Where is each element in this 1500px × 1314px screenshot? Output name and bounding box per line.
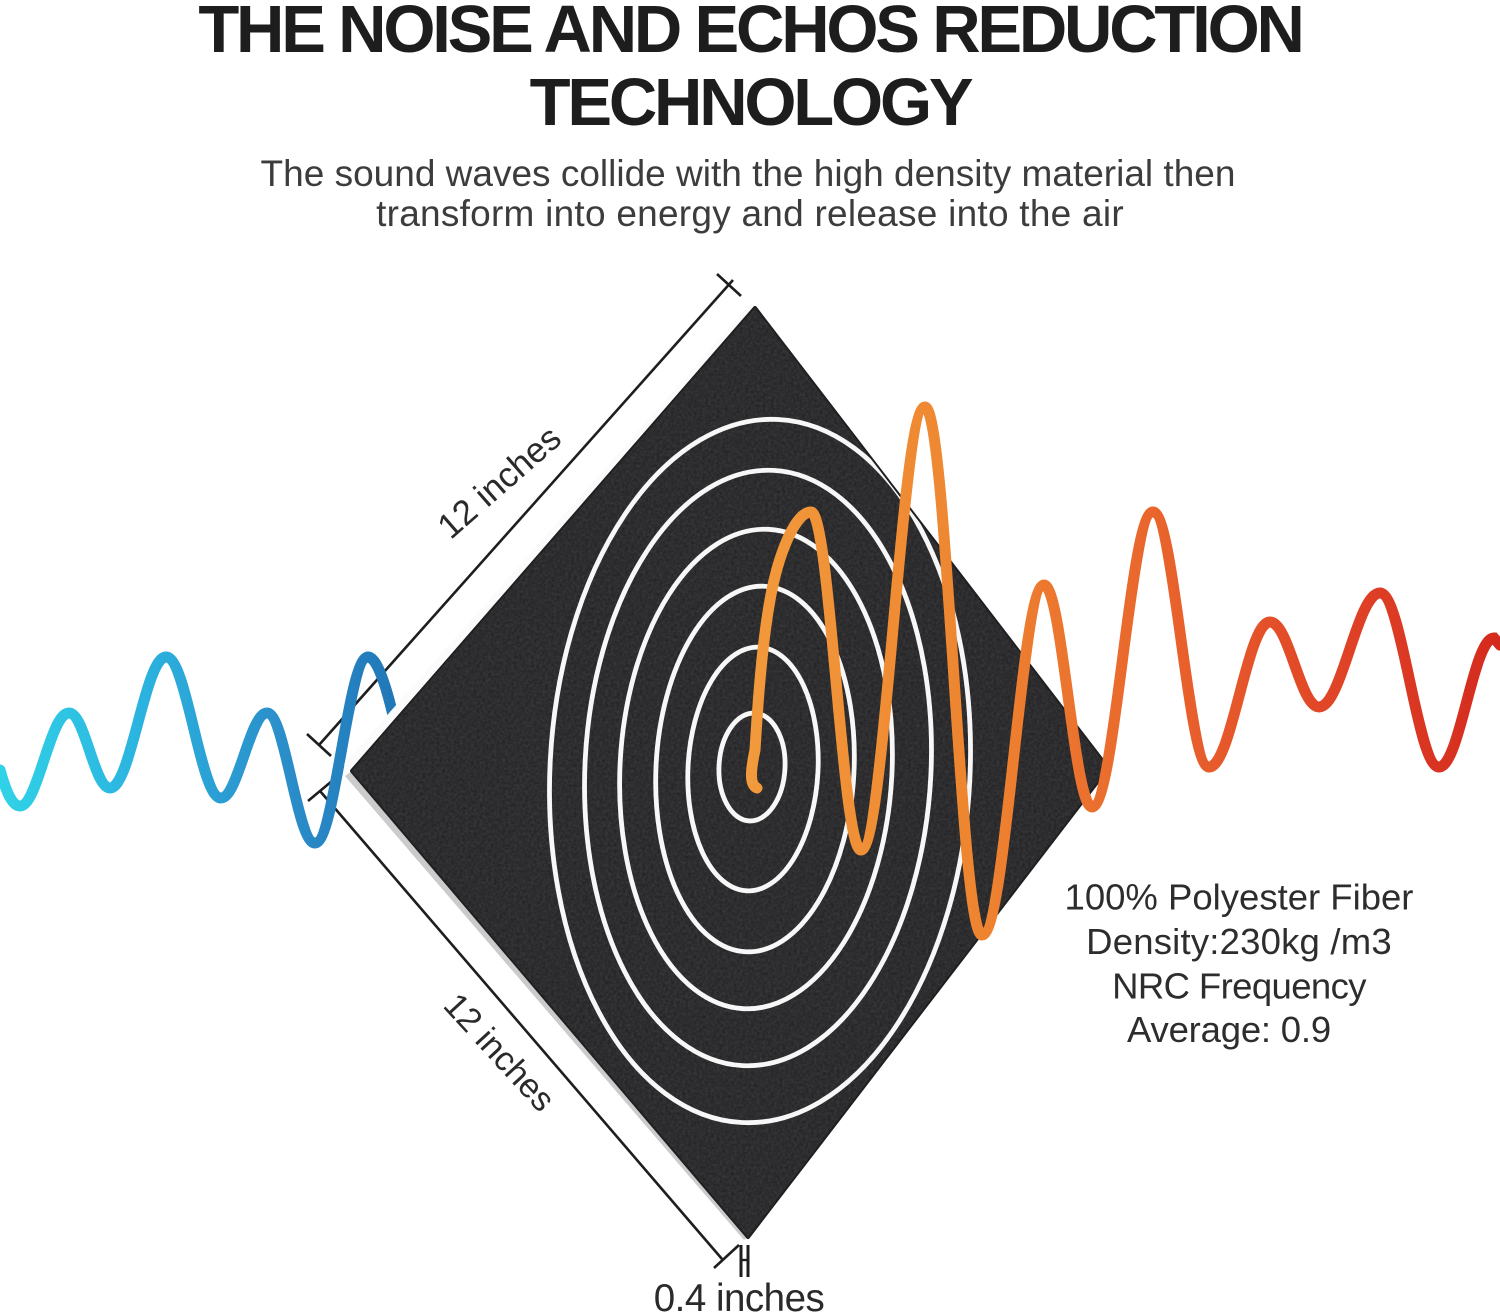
svg-text:transform into energy and rele: transform into energy and release into t… [376, 193, 1124, 234]
svg-text:Density:230kg /m3: Density:230kg /m3 [1086, 921, 1392, 962]
svg-text:NRC Frequency: NRC Frequency [1112, 966, 1367, 1007]
svg-text:100% Polyester Fiber: 100% Polyester Fiber [1065, 877, 1414, 918]
svg-text:TECHNOLOGY: TECHNOLOGY [530, 65, 973, 140]
svg-text:THE NOISE AND ECHOS REDUCTION: THE NOISE AND ECHOS REDUCTION [198, 0, 1301, 67]
svg-text:0.4 inches: 0.4 inches [654, 1277, 825, 1314]
svg-text:The sound waves collide with t: The sound waves collide with the high de… [261, 153, 1236, 194]
svg-text:12 inches: 12 inches [430, 418, 568, 546]
svg-text:Average: 0.9: Average: 0.9 [1127, 1009, 1331, 1050]
